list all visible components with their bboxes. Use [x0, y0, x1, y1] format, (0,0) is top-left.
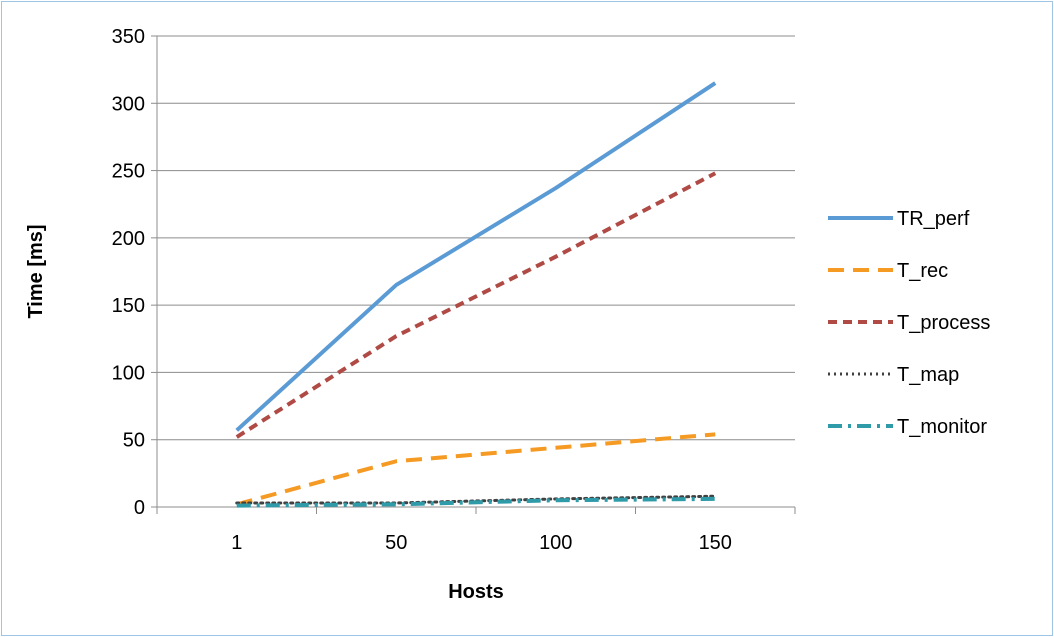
y-tick-label: 50	[123, 430, 145, 452]
x-tick-labels: 1 50 100 150	[231, 532, 732, 554]
series-line-t-process	[235, 171, 717, 439]
series-lines	[235, 81, 717, 508]
series-line-t-monitor	[236, 496, 716, 508]
y-tick-label: 350	[112, 26, 145, 48]
legend-label: TR_perf	[897, 208, 970, 230]
y-axis-title: Time [ms]	[25, 224, 47, 318]
y-tick-label: 150	[112, 295, 145, 317]
legend-label: T_process	[897, 312, 990, 334]
legend-label: T_rec	[897, 260, 948, 282]
x-tick-label: 50	[385, 532, 407, 554]
series-line-t-rec	[236, 432, 716, 507]
series-line-tr-perf	[235, 81, 717, 432]
gridlines	[157, 35, 795, 441]
x-tick-label: 150	[699, 532, 732, 554]
y-tick-label: 200	[112, 228, 145, 250]
legend: TR_perf T_rec T_process T_map T_monitor	[828, 208, 990, 438]
y-tick-label: 0	[134, 497, 145, 519]
y-tick-labels: 0 50 100 150 200 250 300 350	[112, 26, 145, 519]
legend-label: T_monitor	[897, 416, 987, 438]
axes	[151, 35, 796, 514]
legend-label: T_map	[897, 364, 959, 386]
x-axis-title: Hosts	[448, 581, 504, 603]
x-tick-label: 1	[231, 532, 242, 554]
y-tick-label: 300	[112, 93, 145, 115]
x-tick-label: 100	[539, 532, 572, 554]
y-tick-label: 100	[112, 362, 145, 384]
y-tick-label: 250	[112, 161, 145, 183]
